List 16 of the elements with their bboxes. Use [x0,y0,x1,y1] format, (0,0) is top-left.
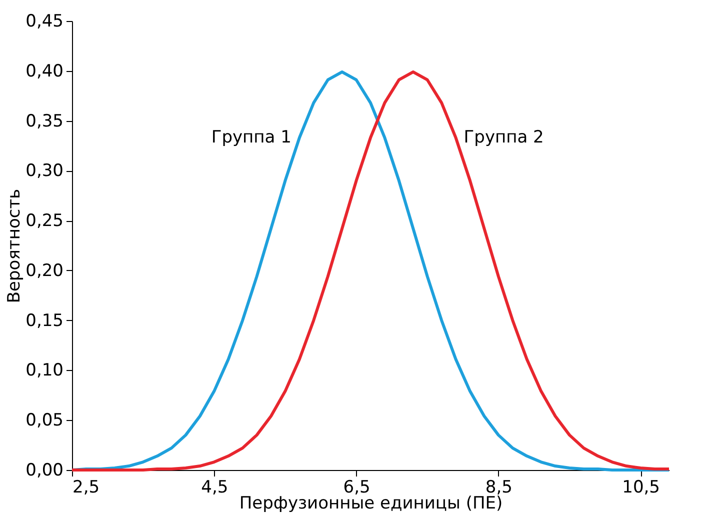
y-tick-label: 0,05 [26,410,64,431]
series-label: Группа 2 [464,128,544,148]
y-tick-label: 0,15 [26,310,64,331]
y-tick-label: 0,00 [26,460,64,480]
y-tick-label: 0,10 [26,360,64,381]
x-tick-label: 2,5 [72,478,100,498]
y-tick-label: 0,20 [26,260,64,281]
y-axis-title: Вероятность [4,188,25,304]
y-tick-label: 0,30 [26,161,64,182]
x-tick-label: 10,5 [622,478,660,498]
y-tick-label: 0,45 [26,12,64,32]
y-tick-label: 0,25 [26,211,64,232]
series-label: Группа 1 [211,128,292,148]
y-tick-label: 0,35 [26,111,64,132]
y-tick-label: 0,40 [26,61,64,82]
x-tick-label: 4,5 [201,478,228,498]
